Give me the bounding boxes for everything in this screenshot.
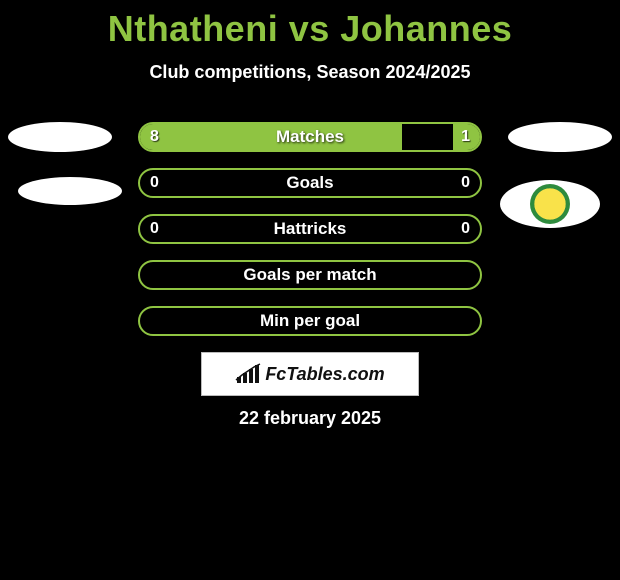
comparison-subtitle: Club competitions, Season 2024/2025 (0, 62, 620, 83)
player2-club-logo-2 (500, 180, 600, 228)
stat-row: 0 0 Hattricks (138, 214, 482, 244)
stat-label: Goals per match (243, 265, 376, 285)
stat-label: Hattricks (274, 219, 347, 239)
comparison-title: Nthatheni vs Johannes (0, 0, 620, 50)
stat-label: Goals (286, 173, 333, 193)
stat-row: 0 0 Goals (138, 168, 482, 198)
stat-value-right: 0 (461, 220, 470, 238)
stat-label: Matches (276, 127, 344, 147)
stat-row: Goals per match (138, 260, 482, 290)
player1-club-logo-2 (18, 177, 122, 205)
stat-row: Min per goal (138, 306, 482, 336)
stat-value-right: 1 (461, 128, 470, 146)
bar-chart-icon (235, 363, 261, 385)
stat-bar-left (140, 124, 402, 150)
stat-row: 8 1 Matches (138, 122, 482, 152)
player1-club-logo-1 (8, 122, 112, 152)
player2-club-logo-1 (508, 122, 612, 152)
brand-text: FcTables.com (265, 364, 384, 385)
stat-value-left: 0 (150, 174, 159, 192)
stat-value-left: 8 (150, 128, 159, 146)
stat-value-right: 0 (461, 174, 470, 192)
stat-rows: 8 1 Matches 0 0 Goals 0 0 Hattricks Goals per mat… (138, 122, 482, 352)
brand-badge: FcTables.com (201, 352, 419, 396)
stat-label: Min per goal (260, 311, 360, 331)
stat-value-left: 0 (150, 220, 159, 238)
snapshot-date: 22 february 2025 (239, 408, 381, 429)
